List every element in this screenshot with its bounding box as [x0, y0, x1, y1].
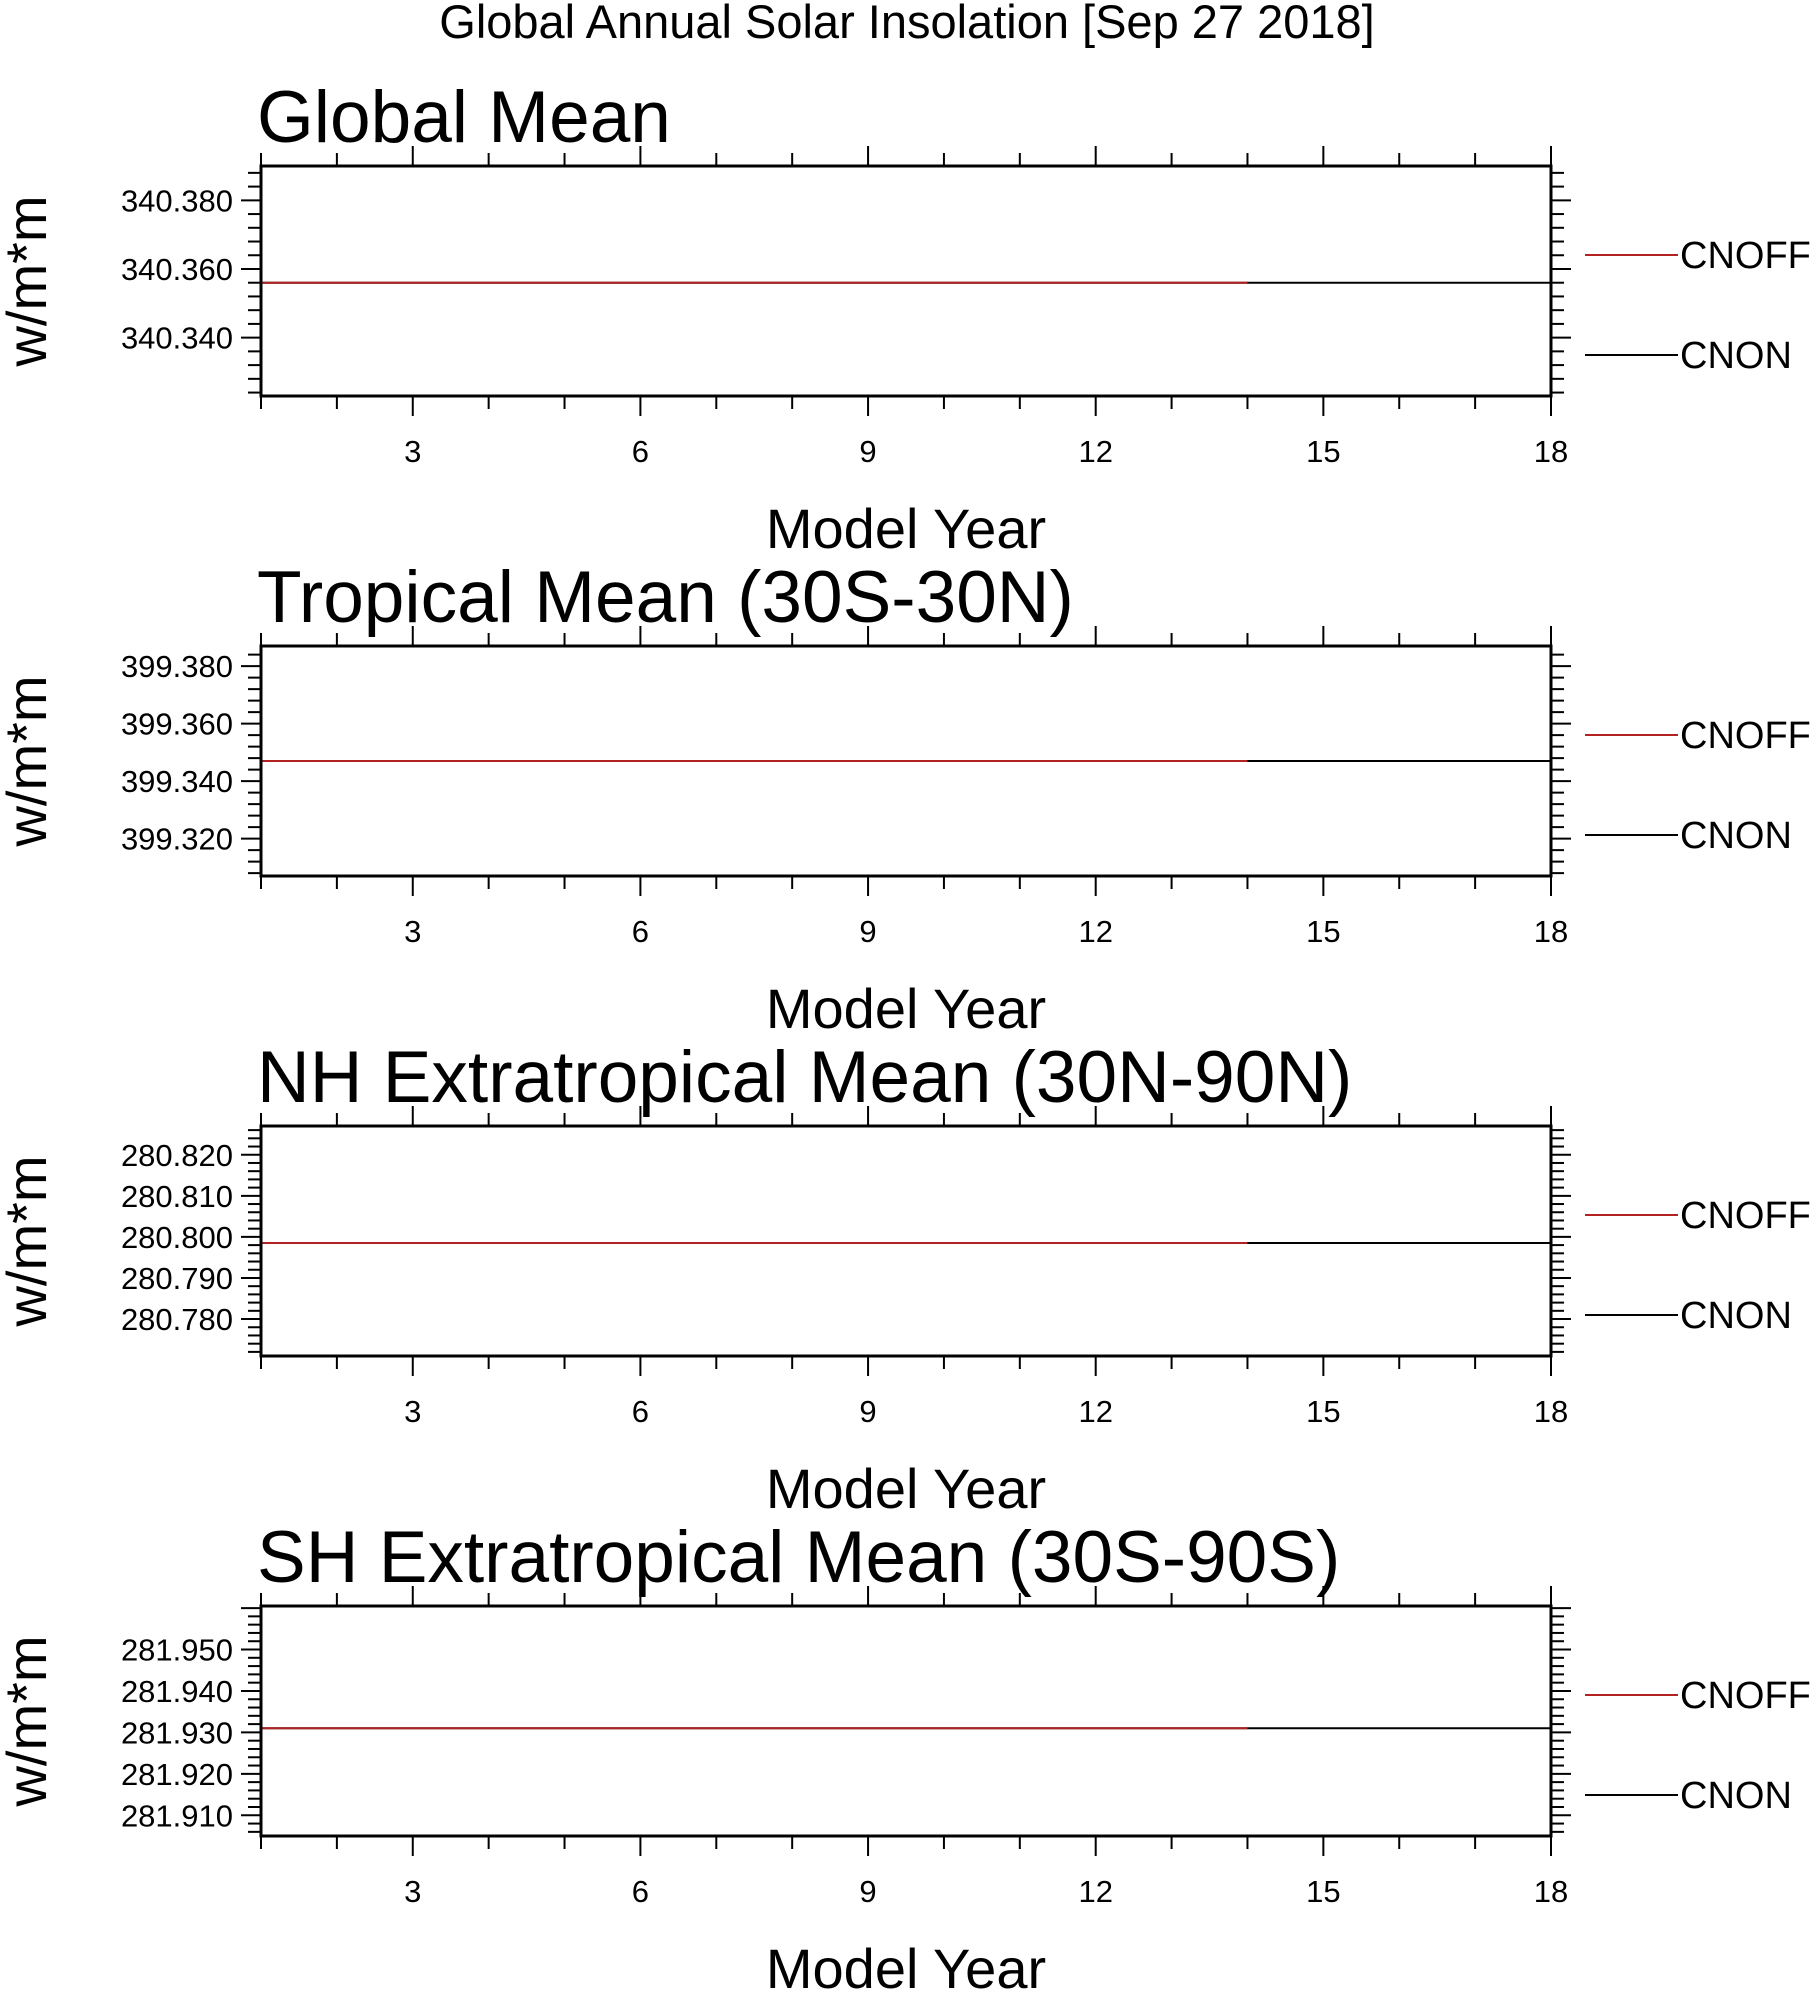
x-tick-label: 15	[1306, 434, 1340, 469]
y-axis-label: w/m*m	[0, 195, 58, 367]
y-tick-label: 340.340	[121, 321, 233, 356]
panel-title: Tropical Mean (30S-30N)	[257, 557, 1074, 638]
x-tick-label: 9	[859, 1394, 876, 1429]
y-tick-label: 281.950	[121, 1633, 233, 1668]
x-tick-label: 12	[1078, 1874, 1112, 1909]
chart-panel: Tropical Mean (30S-30N) w/m*m Model Year 3 6…	[0, 557, 1811, 1040]
plot-frame	[259, 1604, 1553, 1838]
chart-panel: SH Extratropical Mean (30S-90S) w/m*m Mode…	[0, 1517, 1811, 2000]
x-axis-label: Model Year	[766, 1457, 1046, 1520]
x-tick-label: 6	[632, 434, 649, 469]
legend-label-cnon: CNON	[1680, 1295, 1792, 1337]
chart-panel: NH Extratropical Mean (30N-90N) w/m*m Mode…	[0, 1037, 1811, 1520]
y-tick-label: 281.920	[121, 1757, 233, 1792]
panel-title: Global Mean	[257, 77, 671, 158]
y-axis-label: w/m*m	[0, 1635, 58, 1807]
x-tick-label: 12	[1078, 914, 1112, 949]
y-tick-label: 399.380	[121, 649, 233, 684]
legend-label-cnon: CNON	[1680, 1775, 1792, 1817]
x-tick-label: 3	[404, 1394, 421, 1429]
x-tick-label: 12	[1078, 1394, 1112, 1429]
x-tick-label: 18	[1534, 914, 1568, 949]
y-axis-label: w/m*m	[0, 1155, 58, 1327]
x-tick-label: 3	[404, 1874, 421, 1909]
x-tick-label: 6	[632, 1394, 649, 1429]
x-tick-label: 9	[859, 434, 876, 469]
y-tick-label: 280.820	[121, 1138, 233, 1173]
x-axis-label: Model Year	[766, 497, 1046, 560]
panel-title: NH Extratropical Mean (30N-90N)	[257, 1037, 1352, 1118]
legend-label-cnoff: CNOFF	[1680, 715, 1811, 757]
x-tick-label: 18	[1534, 1874, 1568, 1909]
y-tick-label: 399.320	[121, 822, 233, 857]
y-tick-label: 280.800	[121, 1220, 233, 1255]
x-axis-label: Model Year	[766, 977, 1046, 1040]
legend-label-cnon: CNON	[1680, 815, 1792, 857]
figure-title: Global Annual Solar Insolation [Sep 27 2…	[439, 0, 1374, 48]
y-tick-label: 281.910	[121, 1798, 233, 1833]
y-tick-label: 340.380	[121, 183, 233, 218]
y-axis-label: w/m*m	[0, 675, 58, 847]
plot-frame	[259, 1124, 1553, 1358]
plot-frame	[259, 644, 1553, 878]
x-tick-label: 9	[859, 1874, 876, 1909]
y-tick-label: 399.360	[121, 707, 233, 742]
plot-frame	[259, 164, 1553, 398]
x-tick-label: 15	[1306, 1394, 1340, 1429]
y-tick-label: 280.790	[121, 1261, 233, 1296]
y-tick-label: 281.940	[121, 1674, 233, 1709]
y-tick-label: 340.360	[121, 252, 233, 287]
x-tick-label: 6	[632, 914, 649, 949]
legend-label-cnoff: CNOFF	[1680, 1195, 1811, 1237]
legend-label-cnon: CNON	[1680, 335, 1792, 377]
x-tick-label: 3	[404, 914, 421, 949]
y-tick-label: 281.930	[121, 1715, 233, 1750]
x-tick-label: 18	[1534, 434, 1568, 469]
x-tick-label: 9	[859, 914, 876, 949]
panel-title: SH Extratropical Mean (30S-90S)	[257, 1517, 1340, 1598]
x-tick-label: 18	[1534, 1394, 1568, 1429]
y-tick-label: 399.340	[121, 764, 233, 799]
y-tick-label: 280.810	[121, 1179, 233, 1214]
chart-panel: Global Mean w/m*m Model Year 3 6 9 12 15 18 340.3…	[0, 77, 1811, 560]
legend-label-cnoff: CNOFF	[1680, 1675, 1811, 1717]
x-tick-label: 6	[632, 1874, 649, 1909]
x-tick-label: 3	[404, 434, 421, 469]
chart-panels: Global Mean w/m*m Model Year 3 6 9 12 15 18 340.3…	[0, 77, 1811, 2000]
x-tick-label: 12	[1078, 434, 1112, 469]
x-axis-label: Model Year	[766, 1937, 1046, 2000]
y-tick-label: 280.780	[121, 1302, 233, 1337]
x-tick-label: 15	[1306, 914, 1340, 949]
x-tick-label: 15	[1306, 1874, 1340, 1909]
legend-label-cnoff: CNOFF	[1680, 235, 1811, 277]
